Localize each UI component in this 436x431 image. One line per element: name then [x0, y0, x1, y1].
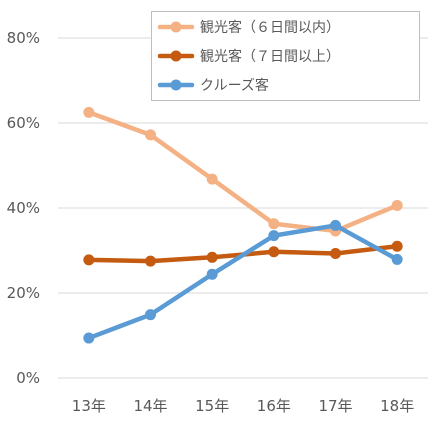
data-point: [83, 254, 95, 266]
legend-label: クルーズ客: [200, 77, 269, 94]
series-1: [83, 106, 403, 237]
legend-label: 観光客（７日間以上）: [200, 48, 340, 65]
y-tick-label: 20%: [7, 284, 40, 302]
series-3: [83, 219, 403, 344]
legend: 観光客（６日間以内） 観光客（７日間以上） クルーズ客: [151, 11, 420, 101]
legend-swatch-marker: [170, 50, 182, 62]
x-tick-label: 17年: [318, 397, 352, 415]
data-point: [268, 246, 280, 258]
y-axis-tick-labels: 0% 20% 40% 60% 80%: [7, 29, 40, 387]
x-axis-tick-labels: 13年 14年 15年 16年 17年 18年: [72, 397, 414, 415]
legend-swatch-marker: [170, 21, 182, 33]
legend-item: 観光客（７日間以上）: [157, 48, 340, 65]
y-tick-label: 0%: [16, 369, 40, 387]
series-lines: [83, 106, 403, 344]
x-tick-label: 13年: [72, 397, 106, 415]
data-point: [391, 253, 403, 265]
data-point: [145, 309, 156, 321]
data-point: [83, 106, 95, 118]
series-line: [86, 110, 400, 234]
legend-box: [151, 11, 420, 101]
data-point: [330, 247, 341, 259]
legend-swatch-marker: [170, 79, 182, 91]
series-line: [86, 223, 400, 341]
y-tick-label: 40%: [7, 199, 40, 217]
y-tick-label: 80%: [7, 29, 40, 47]
x-tick-label: 16年: [257, 397, 291, 415]
data-point: [83, 332, 95, 344]
x-tick-label: 15年: [195, 397, 229, 415]
data-point: [145, 129, 156, 141]
x-tick-label: 14年: [133, 397, 167, 415]
data-point: [391, 199, 403, 211]
y-tick-label: 60%: [7, 114, 40, 132]
data-point: [145, 255, 156, 267]
x-tick-label: 18年: [380, 397, 414, 415]
legend-item: 観光客（６日間以内）: [157, 19, 340, 36]
data-point: [268, 230, 280, 242]
legend-label: 観光客（６日間以内）: [200, 19, 340, 36]
legend-item: クルーズ客: [157, 77, 269, 94]
data-point: [268, 218, 280, 230]
data-point: [206, 173, 218, 185]
data-point: [206, 268, 218, 280]
data-point: [206, 251, 218, 263]
data-point: [391, 240, 403, 252]
data-point: [330, 219, 341, 231]
